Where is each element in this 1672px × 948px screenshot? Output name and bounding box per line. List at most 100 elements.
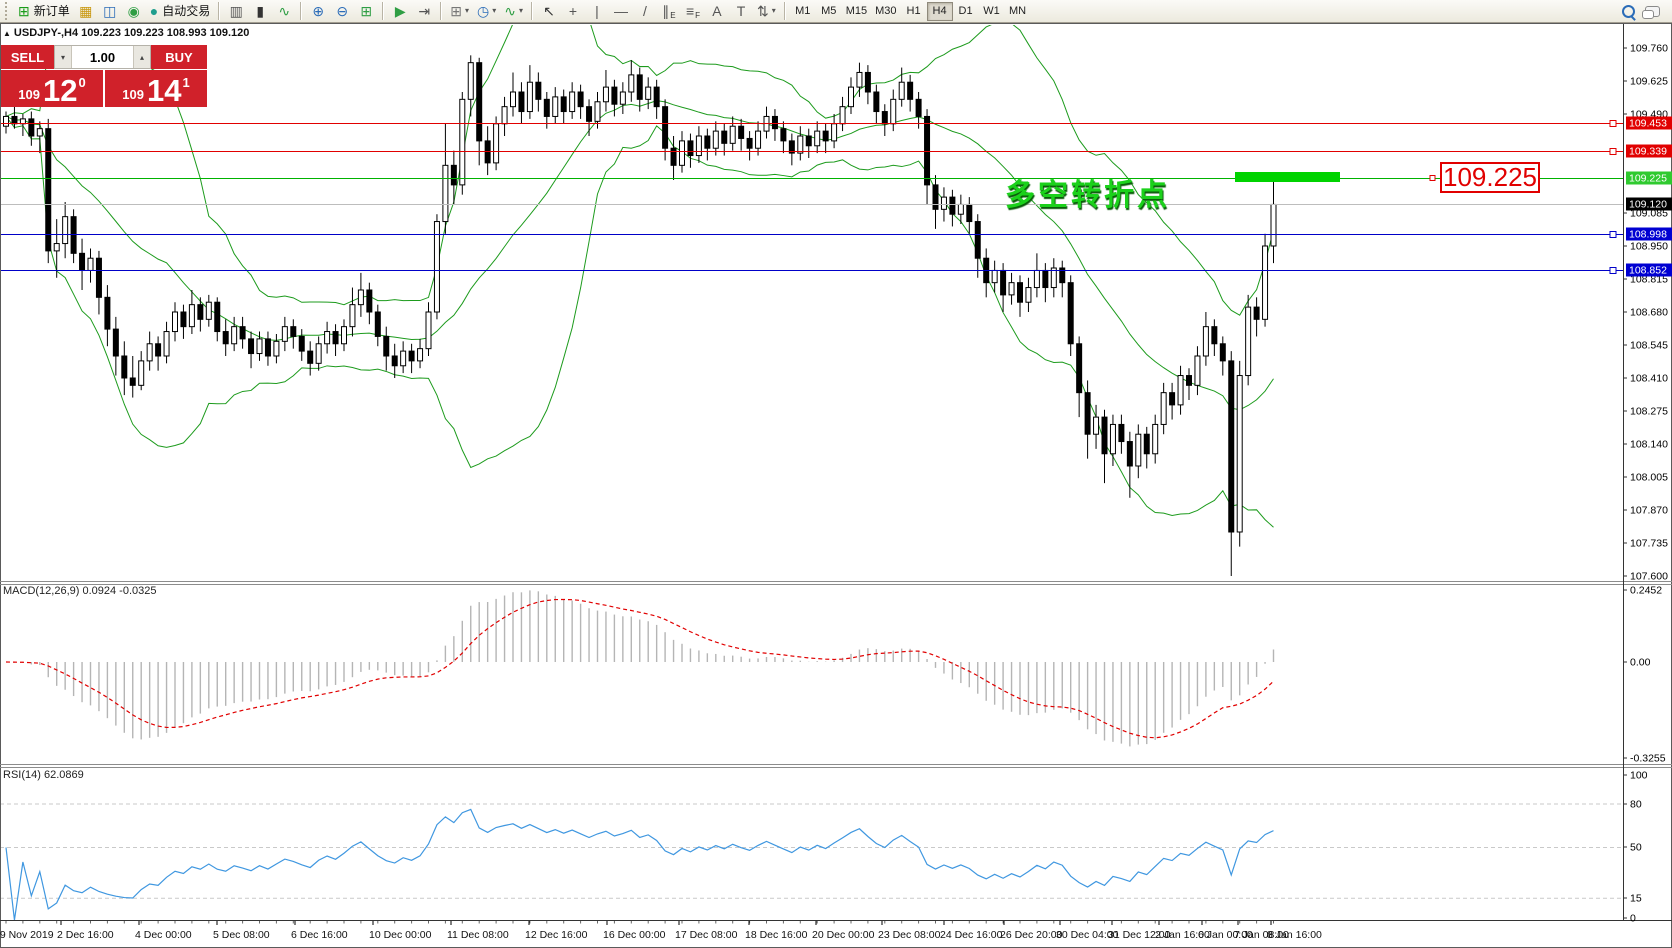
line-chart-icon[interactable]: ∿ <box>273 1 295 21</box>
candle <box>805 135 812 147</box>
arrows-icon[interactable]: ⇅ ▾ <box>754 1 779 21</box>
candle <box>62 216 69 245</box>
hline-icon[interactable]: — <box>610 1 632 21</box>
level-anchor-handle[interactable] <box>1609 148 1617 155</box>
candle <box>1160 392 1167 425</box>
volume-input[interactable] <box>72 46 133 68</box>
timeframe-m30[interactable]: M30 <box>871 2 900 21</box>
trade-panel-top-row: SELL ▾ ▴ BUY <box>1 45 207 69</box>
buy-button[interactable]: BUY <box>151 45 207 69</box>
new-chart-icon: ⊞ <box>450 3 462 19</box>
candle <box>1000 269 1007 296</box>
candlestick-chart-icon[interactable]: ▮ <box>249 1 271 21</box>
arrows-icon: ⇅ <box>756 3 769 19</box>
tile-windows-icon[interactable]: ⊞ <box>355 1 377 21</box>
trendline-icon[interactable]: / <box>634 1 656 21</box>
zoom-in-icon[interactable]: ⊕ <box>307 1 329 21</box>
channel-icon[interactable]: ∥ E <box>658 1 680 21</box>
candle <box>53 243 60 252</box>
price-badge <box>1626 197 1672 211</box>
macd-layer <box>5 590 1275 747</box>
fibonacci-icon[interactable]: ≡ F <box>682 1 704 21</box>
price-axis[interactable]: 109.760109.625109.490109.085108.950108.8… <box>1623 43 1672 925</box>
timeframe-m1[interactable]: M1 <box>790 2 816 21</box>
candle <box>307 350 314 364</box>
callout-anchor-handle[interactable] <box>1429 175 1436 181</box>
text-icon[interactable]: A <box>706 1 728 21</box>
vline-icon[interactable]: | <box>586 1 608 21</box>
indicators-icon-dropdown-caret[interactable]: ▾ <box>518 6 523 15</box>
new-order-button[interactable]: ⊞ 新订单 <box>15 1 73 21</box>
candles-layer <box>3 55 1277 576</box>
cursor-icon: ↖ <box>543 3 555 19</box>
search-button[interactable] <box>1617 1 1639 21</box>
chart-shift-icon[interactable]: ⇥ <box>413 1 435 21</box>
candle <box>586 106 593 122</box>
crosshair-icon[interactable]: + <box>562 1 584 21</box>
level-anchor-handle[interactable] <box>1609 267 1617 274</box>
cursor-icon[interactable]: ↖ <box>538 1 560 21</box>
level-anchor-handle[interactable] <box>1609 231 1617 238</box>
auto-trading-button[interactable]: ● 自动交易 <box>147 1 213 21</box>
candle <box>738 125 745 139</box>
candle <box>256 338 263 355</box>
sell-button[interactable]: SELL <box>1 45 54 69</box>
timeframe-h4[interactable]: H4 <box>926 1 953 21</box>
volume-increase-button[interactable]: ▴ <box>133 46 150 68</box>
auto-scroll-icon[interactable]: ▶ <box>389 1 411 21</box>
arrows-icon-dropdown-caret[interactable]: ▾ <box>771 6 776 15</box>
timeframe-h1[interactable]: H1 <box>901 2 927 21</box>
timeframe-mn[interactable]: MN <box>1005 2 1031 21</box>
candle <box>11 115 18 125</box>
timeframe-d1[interactable]: D1 <box>953 2 979 21</box>
new-chart-icon[interactable]: ⊞ ▾ <box>447 1 472 21</box>
chat-button[interactable] <box>1641 1 1663 21</box>
axis-tick-label: 108.275 <box>1630 406 1668 418</box>
toolbar-separator <box>218 2 221 20</box>
indicators-icon[interactable]: ∿ ▾ <box>501 1 526 21</box>
main-toolbar: ⊞ 新订单 ▦ ◫ ◉ ● 自动交易 ▥ ▮ ∿ ⊕ ⊖ ⊞ ▶ ⇥ ⊞ ▾ ◷ ▾ ∿ ▾ ↖ + | — / ∥ E ≡ F A T ⇅ ▾ M… <box>0 0 1672 23</box>
buy-price-display[interactable]: 109 14 1 <box>105 70 207 107</box>
candle <box>264 338 271 357</box>
timeframe-m15[interactable]: M15 <box>842 2 871 21</box>
profile-icon[interactable]: ▦ <box>75 1 97 21</box>
level-anchor-handle[interactable] <box>1609 120 1617 127</box>
symbol-dropdown-icon[interactable]: ▲ <box>3 29 11 38</box>
toolbar-separator <box>300 2 303 20</box>
candle <box>239 326 246 340</box>
sell-price-pip: 0 <box>78 75 86 90</box>
signal-icon[interactable]: ◉ <box>123 1 145 21</box>
market-watch-icon[interactable]: ◫ <box>99 1 121 21</box>
axis-tick-label: 0 <box>1630 913 1636 925</box>
volume-decrease-button[interactable]: ▾ <box>55 46 72 68</box>
price-callout-box[interactable]: 109.225 <box>1440 162 1540 193</box>
macd-signal-line <box>5 598 1274 739</box>
candle <box>87 257 94 271</box>
chart-symbol-label: ▲ USDJPY-,H4 109.223 109.223 108.993 109.… <box>3 27 249 39</box>
auto-trading-button: ● <box>149 3 159 19</box>
bollinger-middle-band <box>5 100 1274 411</box>
axis-tick-label: 0.2452 <box>1630 585 1662 597</box>
sell-price-display[interactable]: 109 12 0 <box>1 70 103 107</box>
time-tick-label: 4 Dec 00:00 <box>135 929 192 941</box>
axis-tick-label: 108.410 <box>1630 373 1668 385</box>
text-label-icon[interactable]: T <box>730 1 752 21</box>
zoom-out-icon[interactable]: ⊖ <box>331 1 353 21</box>
channel-icon: ∥ <box>662 3 670 19</box>
chat-icon <box>1641 5 1660 19</box>
new-chart-icon-dropdown-caret[interactable]: ▾ <box>464 6 469 15</box>
fibonacci-icon-sub: F <box>695 11 700 20</box>
period-icon: ◷ <box>476 3 490 19</box>
timeframe-w1[interactable]: W1 <box>979 2 1005 21</box>
candle <box>915 98 922 117</box>
bar-chart-icon[interactable]: ▥ <box>225 1 247 21</box>
toolbar-separator <box>783 2 786 20</box>
turning-point-annotation[interactable]: 多空转折点 <box>1005 179 1170 212</box>
timeframe-m5[interactable]: M5 <box>816 2 842 21</box>
period-icon[interactable]: ◷ ▾ <box>474 1 499 21</box>
period-icon-dropdown-caret[interactable]: ▾ <box>492 6 497 15</box>
highlight-bar[interactable] <box>1235 172 1340 182</box>
toolbar-grip <box>5 2 11 20</box>
